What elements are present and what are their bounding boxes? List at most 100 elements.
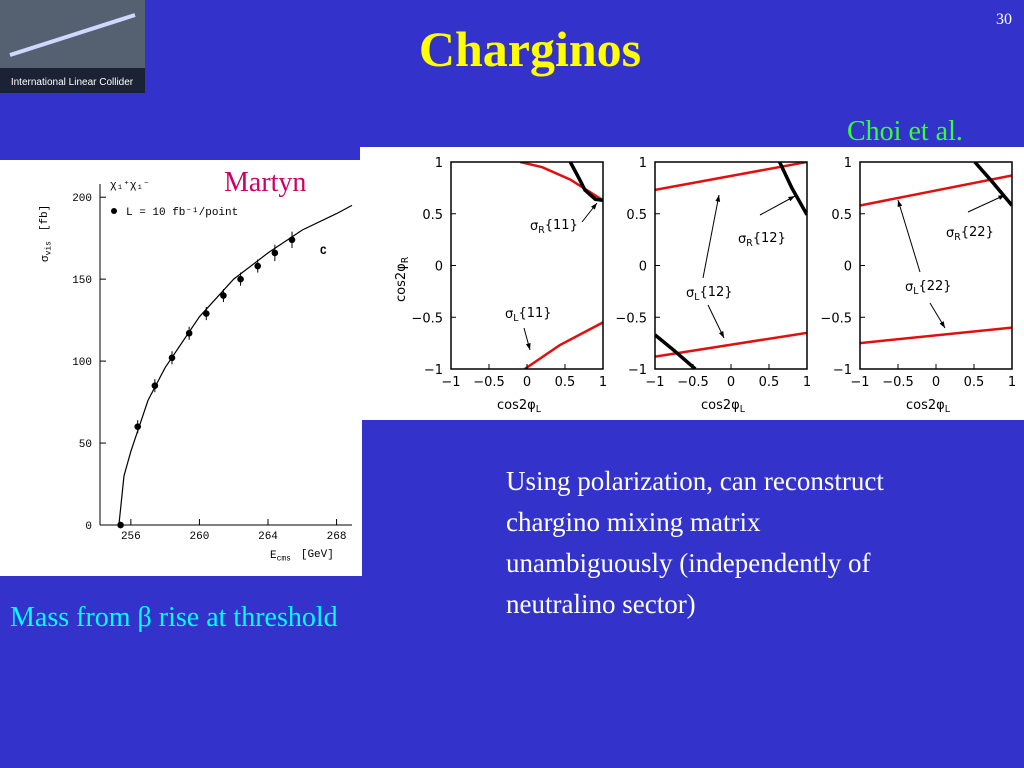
curve xyxy=(860,174,1012,207)
annotation-part: L xyxy=(694,292,700,303)
x-tick-label: 264 xyxy=(258,531,278,543)
arrow-head xyxy=(718,331,724,338)
annotation-part: {12} xyxy=(753,231,786,246)
annotation-part: L xyxy=(913,286,919,297)
slide-number: 30 xyxy=(996,11,1012,28)
x-tick-label: 1 xyxy=(599,375,607,390)
x-tick-label: −0.5 xyxy=(473,375,505,390)
x-tick-label: −1 xyxy=(645,375,664,390)
annotation: σL{11} xyxy=(505,306,552,324)
annotation-part: {22} xyxy=(961,225,994,240)
figure-panel xyxy=(0,160,362,576)
x-tick-label: 260 xyxy=(190,531,210,543)
y-axis-label-part: [fb] xyxy=(39,205,51,231)
arrow-head xyxy=(715,195,721,202)
y-tick-label: 1 xyxy=(639,156,647,171)
annotation-part: σ xyxy=(905,280,913,295)
annotation-part: σ xyxy=(530,219,538,234)
x-tick-label: −1 xyxy=(850,375,869,390)
logo-text: International Linear Collider xyxy=(11,77,134,88)
credit: Choi et al. xyxy=(847,116,963,147)
curve xyxy=(860,326,1012,345)
y-tick-label: 1 xyxy=(844,156,852,171)
annotation: C xyxy=(320,246,327,258)
x-tick-label: −0.5 xyxy=(882,375,914,390)
y-axis-label-part: vis xyxy=(44,241,53,255)
curve xyxy=(118,204,353,526)
arrow xyxy=(759,195,796,216)
x-axis-label-part: cos2φ xyxy=(497,398,536,413)
x-tick-label: 0.5 xyxy=(555,375,576,390)
y-tick-label: −0.5 xyxy=(615,311,647,326)
x-axis-label-part: L xyxy=(740,404,746,415)
body-line: neutralino sector) xyxy=(506,589,696,619)
annotation: σL{12} xyxy=(686,285,733,303)
y-tick-label: 150 xyxy=(72,275,92,287)
y-tick-label: 0.5 xyxy=(422,208,443,223)
curve xyxy=(973,162,1012,207)
curve xyxy=(655,333,697,369)
x-axis-label: Ecms [GeV] xyxy=(270,549,334,563)
x-tick-label: 0.5 xyxy=(964,375,985,390)
annotation-part: σ xyxy=(738,232,746,247)
arrow-head xyxy=(939,321,945,328)
x-axis-label: cos2φL xyxy=(497,398,542,415)
annotation-part: {22} xyxy=(918,279,951,294)
y-axis-label-part: σ xyxy=(40,255,52,262)
annotation: σR{12} xyxy=(738,231,786,249)
credit: Martyn xyxy=(224,167,306,198)
y-axis-label: σvis [fb] xyxy=(39,205,53,262)
y-tick-label: 0.5 xyxy=(626,208,647,223)
y-axis-label-part: R xyxy=(400,256,411,263)
annotation-part: R xyxy=(746,238,753,249)
body-line: unambiguously (independently of xyxy=(506,548,870,578)
y-tick-label: 0 xyxy=(85,521,92,533)
x-tick-label: 1 xyxy=(803,375,811,390)
x-tick-label: 0.5 xyxy=(759,375,780,390)
slide-title: Charginos xyxy=(419,21,641,77)
x-axis-label: cos2φL xyxy=(701,398,746,415)
x-tick-label: 0 xyxy=(523,375,531,390)
point xyxy=(271,249,279,257)
y-tick-label: 50 xyxy=(79,439,92,451)
x-tick-label: 1 xyxy=(1008,375,1016,390)
x-tick-label: 256 xyxy=(121,531,141,543)
y-tick-label: 200 xyxy=(72,193,92,205)
curve xyxy=(778,162,807,216)
x-axis-label: cos2φL xyxy=(906,398,951,415)
annotation-part: {11} xyxy=(518,306,551,321)
y-tick-label: 1 xyxy=(435,156,443,171)
y-tick-label: 0 xyxy=(435,260,443,275)
arrow xyxy=(967,194,1006,213)
annotation-part: {11} xyxy=(545,218,578,233)
arrow xyxy=(897,199,921,273)
annotation: σR{11} xyxy=(530,218,578,236)
point xyxy=(237,275,244,283)
annotation-part: σ xyxy=(505,307,513,322)
point xyxy=(117,521,124,529)
y-tick-label: 0.5 xyxy=(831,208,852,223)
curve xyxy=(655,331,807,358)
y-tick-label: −0.5 xyxy=(411,311,443,326)
y-tick-label: −0.5 xyxy=(820,311,852,326)
x-tick-label: 0 xyxy=(727,375,735,390)
curve xyxy=(568,162,603,203)
x-tick-label: 268 xyxy=(327,531,347,543)
annotation-part: L xyxy=(513,313,519,324)
arrow-head xyxy=(998,195,1005,200)
y-tick-label: 0 xyxy=(844,260,852,275)
point xyxy=(220,292,227,299)
annotation-part: R xyxy=(538,225,545,236)
x-axis-label-part: [GeV] xyxy=(301,549,334,561)
mixing-charts: −1−0.500.51−1 −0.5 0 0.5 1cos2φLcos2φRσR{11}… xyxy=(394,156,1016,415)
annotation: σL{22} xyxy=(905,279,952,297)
y-axis-label-part: cos2φ xyxy=(394,263,409,302)
arrow-head xyxy=(591,203,597,210)
y-tick-label: 0 xyxy=(639,260,647,275)
credit-bg xyxy=(220,160,360,198)
y-axis-label: cos2φR xyxy=(394,256,411,302)
curve xyxy=(523,321,603,369)
arrow-head xyxy=(897,200,903,207)
